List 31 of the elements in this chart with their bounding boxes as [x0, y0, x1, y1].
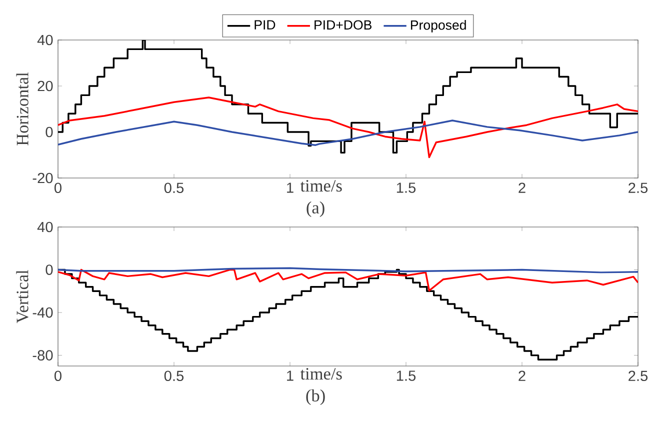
y-tick-label: 20 [38, 80, 53, 92]
y-axis-title: Vertical [16, 270, 28, 324]
y-tick-label: 0 [46, 264, 53, 275]
y-tick-label: -80 [32, 350, 53, 360]
y-axis-title: Horizontal [16, 72, 28, 146]
line-series [58, 96, 638, 158]
y-tick-label: 40 [37, 222, 53, 232]
x-tick-label: 1.5 [396, 370, 416, 381]
x-tick-label: 2.5 [628, 370, 648, 382]
x-tick-label: 2 [518, 182, 526, 193]
legend-label: PID+DOB [314, 20, 372, 30]
text: (a) [306, 201, 324, 218]
text: (b) [306, 389, 325, 406]
legend-label: PID [254, 20, 276, 30]
legend-label: Proposed [410, 20, 466, 32]
x-tick-label: 0.5 [164, 182, 184, 194]
x-tick-label: 1.5 [396, 182, 416, 193]
x-tick-label: 1 [287, 370, 294, 381]
x-axis-title: time/s [300, 180, 342, 192]
y-tick-label: -20 [32, 172, 53, 184]
x-tick-label: 2 [518, 370, 526, 381]
line-series [58, 268, 638, 292]
x-tick-label: 0.5 [164, 370, 184, 382]
x-tick-label: 1 [287, 182, 294, 193]
x-tick-label: 0 [54, 182, 62, 194]
x-tick-label: 2.5 [628, 182, 648, 194]
y-tick-label: -40 [32, 307, 53, 318]
y-tick-label: 40 [37, 34, 53, 46]
y-tick-label: 0 [46, 126, 53, 138]
x-tick-label: 0 [54, 370, 62, 382]
x-axis-title: time/s [300, 368, 342, 380]
